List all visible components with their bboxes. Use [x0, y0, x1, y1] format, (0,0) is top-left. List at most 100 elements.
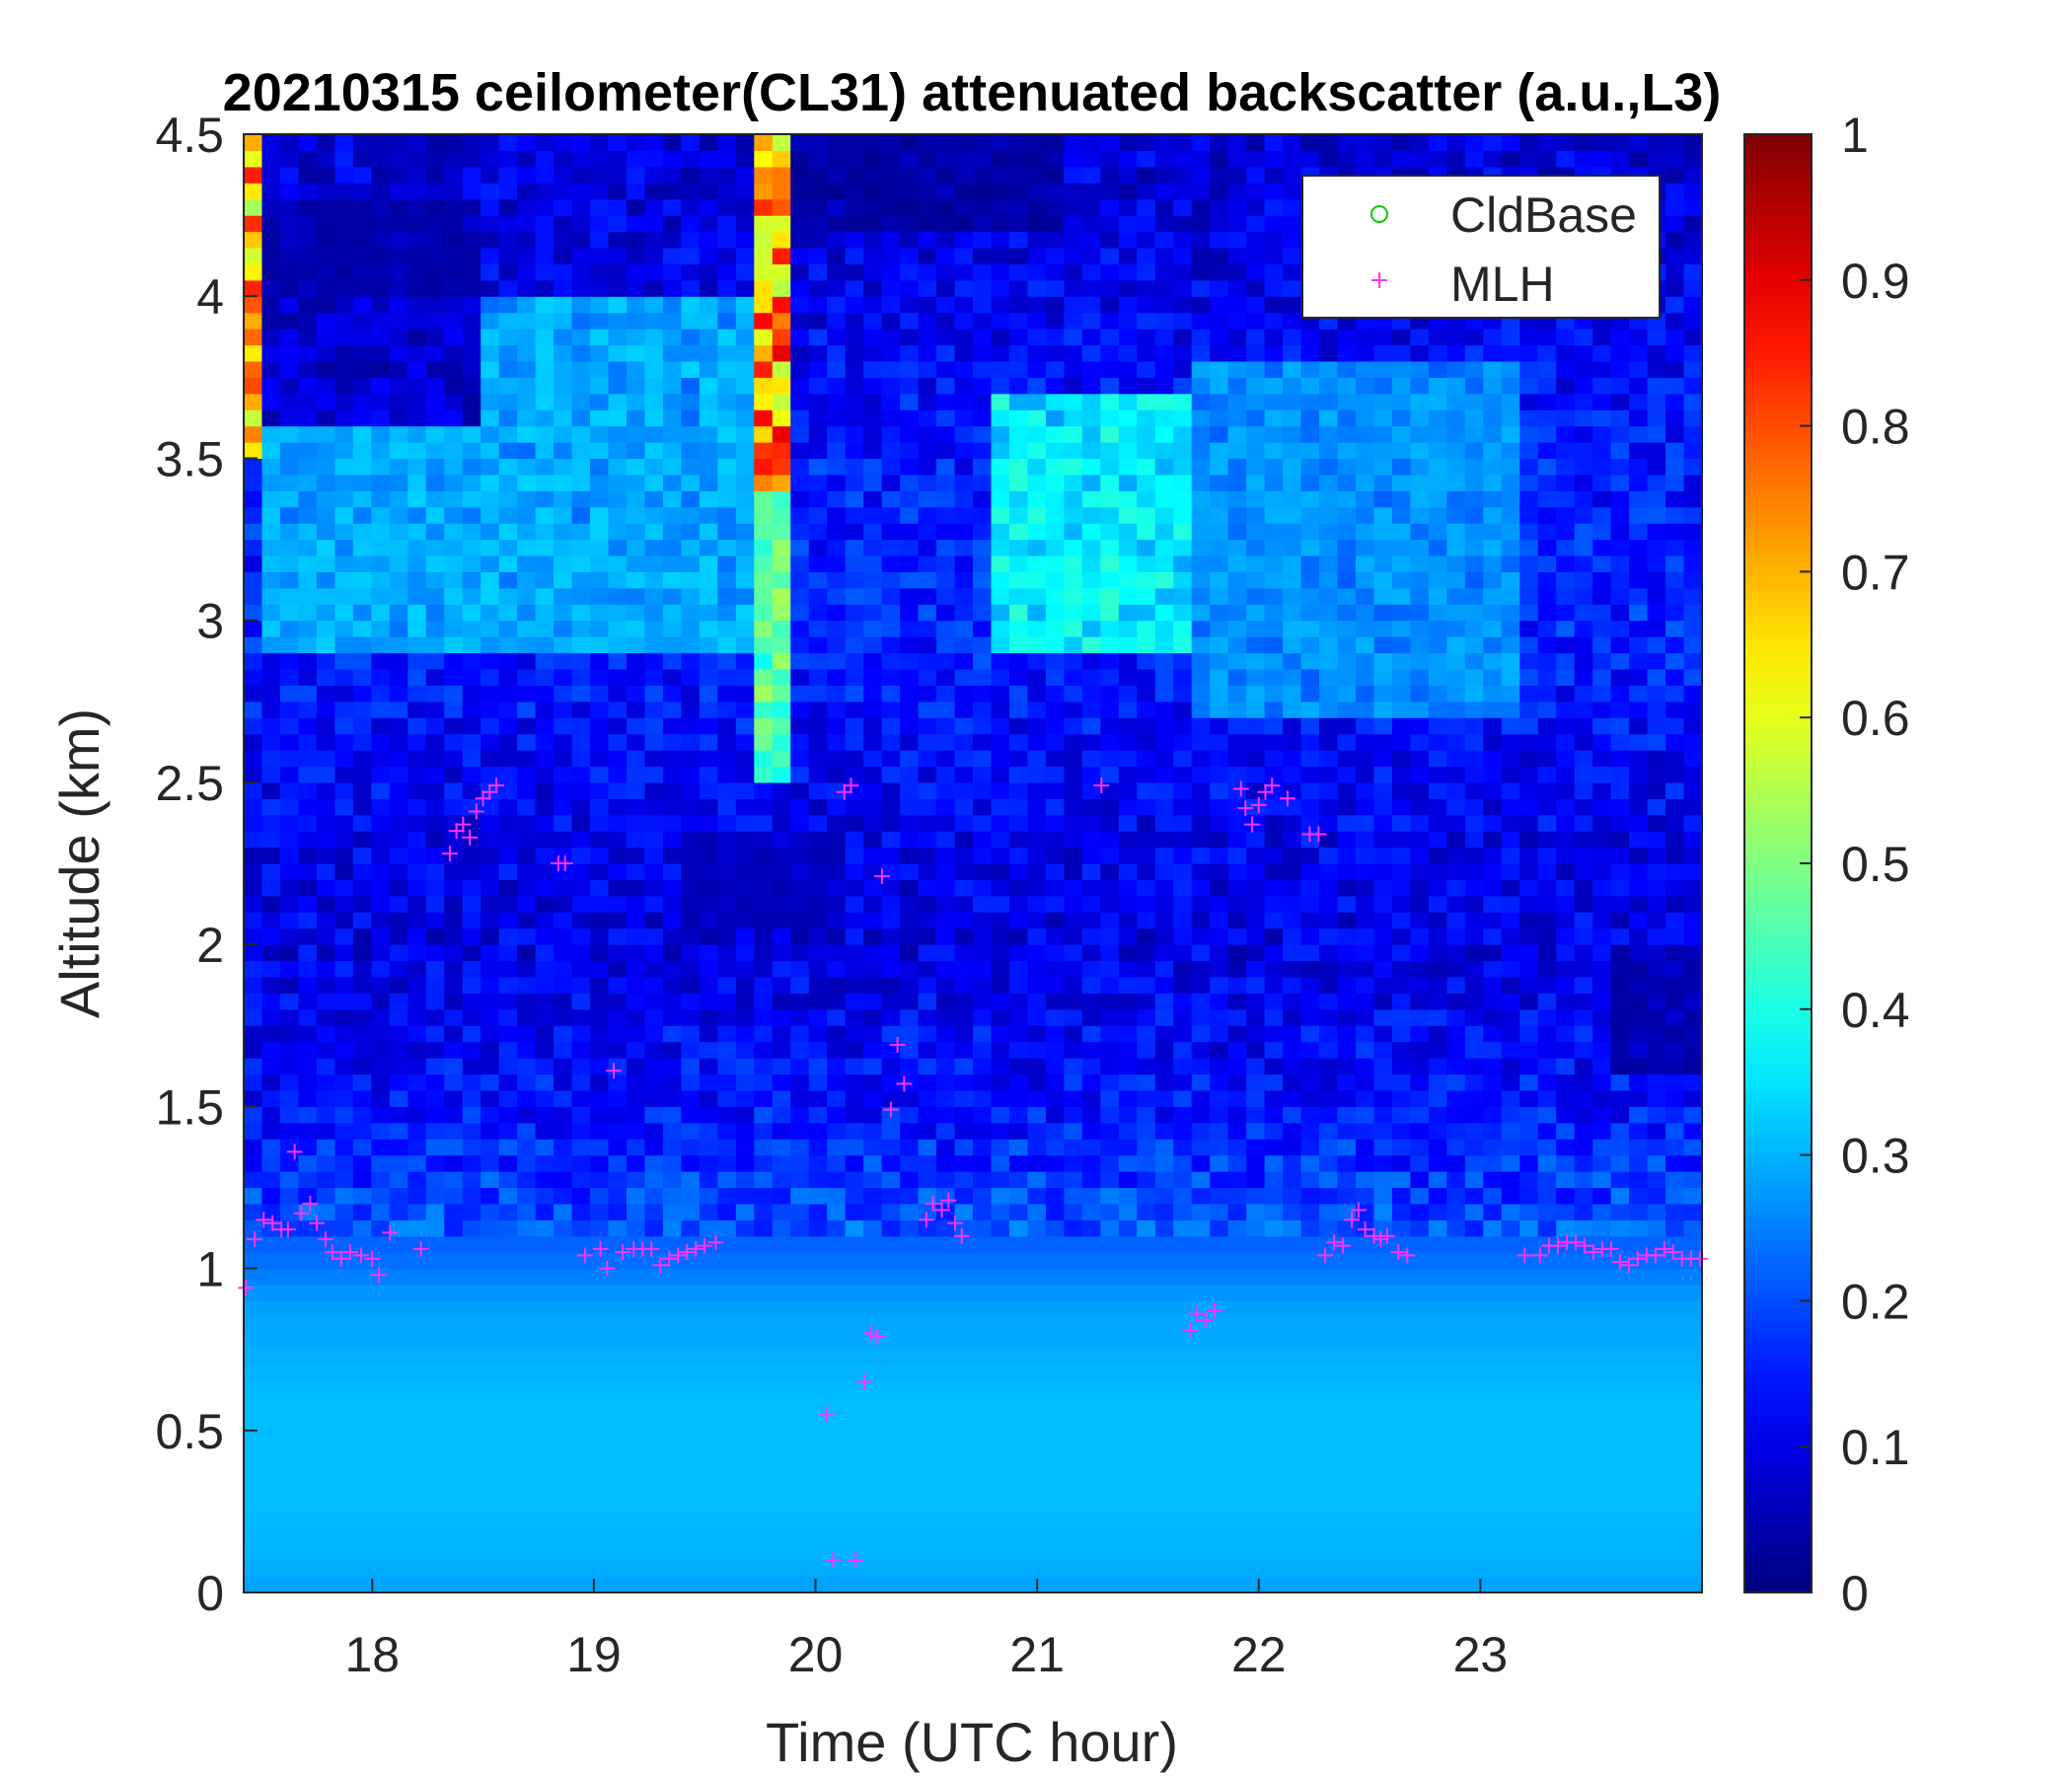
heatmap-cell [261, 231, 281, 249]
heatmap-cell [717, 1414, 737, 1432]
heatmap-cell [535, 198, 555, 216]
heatmap-cell [754, 1235, 774, 1253]
heatmap-cell [1227, 215, 1247, 233]
heatmap-cell [1210, 976, 1229, 994]
heatmap-cell [1246, 1333, 1266, 1351]
heatmap-cell [699, 766, 718, 783]
heatmap-cell [590, 1122, 610, 1140]
heatmap-cell [881, 912, 901, 929]
heatmap-cell [554, 344, 573, 362]
heatmap-cell [498, 847, 518, 864]
heatmap-cell [462, 296, 481, 314]
heatmap-cell [1227, 1462, 1247, 1480]
heatmap-cell [389, 1527, 408, 1545]
heatmap-cell [481, 912, 500, 929]
heatmap-cell [827, 1576, 847, 1593]
heatmap-cell [244, 1560, 263, 1578]
heatmap-cell [554, 1235, 573, 1253]
heatmap-cell [1027, 766, 1047, 783]
heatmap-cell [462, 668, 481, 686]
heatmap-cell [1081, 1268, 1101, 1286]
heatmap-cell [717, 895, 737, 913]
heatmap-cell [481, 1511, 500, 1528]
heatmap-cell [1154, 506, 1174, 524]
heatmap-cell [1137, 1025, 1156, 1043]
heatmap-cell [954, 1560, 974, 1578]
heatmap-cell [1246, 1414, 1266, 1432]
heatmap-cell [772, 1235, 791, 1253]
heatmap-cell [827, 652, 847, 670]
heatmap-cell [590, 1511, 610, 1528]
heatmap-cell [626, 750, 646, 768]
heatmap-cell [1118, 506, 1138, 524]
heatmap-cell [845, 1366, 864, 1383]
heatmap-cell [1154, 523, 1174, 541]
heatmap-cell [626, 1008, 646, 1026]
heatmap-cell [279, 539, 300, 556]
heatmap-cell [554, 1527, 573, 1545]
heatmap-cell [334, 393, 354, 410]
heatmap-cell [352, 474, 372, 491]
heatmap-cell [699, 1316, 718, 1334]
heatmap-cell [298, 490, 318, 508]
heatmap-cell [1045, 1381, 1065, 1399]
heatmap-cell [644, 1073, 664, 1091]
heatmap-cell [244, 1430, 263, 1447]
heatmap-cell [1191, 506, 1211, 524]
heatmap-cell [481, 879, 500, 897]
heatmap-cell [554, 490, 573, 508]
heatmap-cell [900, 1430, 920, 1447]
heatmap-cell [1173, 766, 1193, 783]
heatmap-cell [845, 150, 864, 168]
heatmap-cell [279, 263, 300, 281]
heatmap-cell [973, 393, 993, 410]
heatmap-cell [481, 895, 500, 913]
heatmap-cell [444, 912, 464, 929]
heatmap-cell [1154, 409, 1174, 427]
heatmap-cell [1227, 1495, 1247, 1513]
heatmap-cell [735, 863, 755, 881]
heatmap-cell [808, 685, 828, 703]
heatmap-cell [535, 831, 555, 849]
heatmap-cell [481, 539, 500, 556]
heatmap-cell [279, 1008, 300, 1026]
heatmap-cell [1008, 863, 1029, 881]
heatmap-cell [918, 798, 937, 816]
heatmap-cell [316, 1397, 335, 1415]
heatmap-cell [407, 733, 427, 751]
heatmap-cell [1008, 409, 1029, 427]
heatmap-cell [717, 1268, 737, 1286]
heatmap-cell [827, 1381, 847, 1399]
heatmap-cell [735, 668, 755, 686]
heatmap-cell [571, 717, 591, 735]
heatmap-cell [808, 329, 828, 346]
heatmap-cell [444, 781, 464, 799]
heatmap-cell [662, 1058, 682, 1075]
heatmap-cell [298, 198, 318, 216]
heatmap-cell [827, 247, 847, 264]
heatmap-cell [608, 247, 628, 264]
heatmap-cell [918, 781, 937, 799]
heatmap-cell [954, 377, 974, 395]
heatmap-cell [863, 1446, 883, 1464]
heatmap-cell [1191, 1333, 1211, 1351]
heatmap-cell [900, 1139, 920, 1156]
heatmap-cell [973, 960, 993, 978]
heatmap-cell [554, 1203, 573, 1221]
heatmap-cell [1210, 344, 1229, 362]
heatmap-cell [881, 523, 901, 541]
heatmap-cell [699, 847, 718, 864]
heatmap-cell [1118, 1235, 1138, 1253]
heatmap-cell [1246, 960, 1266, 978]
heatmap-cell [772, 1527, 791, 1545]
heatmap-cell [571, 1511, 591, 1528]
heatmap-cell [608, 183, 628, 200]
heatmap-cell [991, 1252, 1010, 1270]
heatmap-cell [735, 733, 755, 751]
heatmap-cell [498, 1122, 518, 1140]
heatmap-cell [717, 377, 737, 395]
heatmap-cell [772, 296, 791, 314]
heatmap-cell [1137, 814, 1156, 832]
heatmap-cell [827, 750, 847, 768]
heatmap-cell [1064, 636, 1083, 654]
